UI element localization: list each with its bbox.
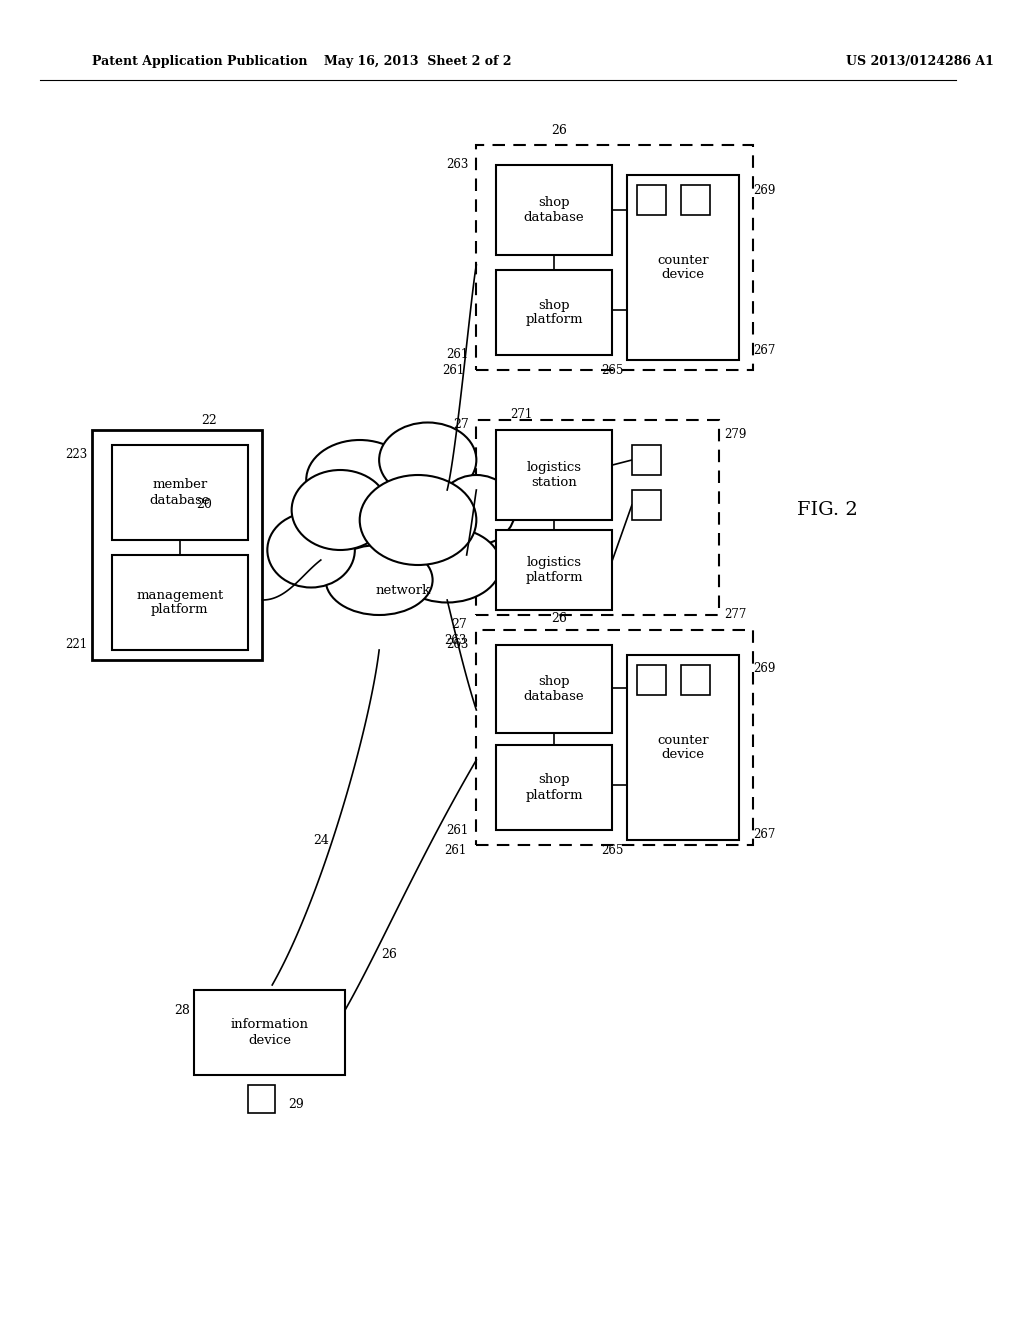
Ellipse shape [326,545,432,615]
Text: 20: 20 [197,499,212,511]
Bar [112,554,248,649]
Text: 269: 269 [754,183,776,197]
Text: 261: 261 [446,824,469,837]
Bar [496,531,612,610]
Text: 277: 277 [724,609,746,622]
Text: 261: 261 [442,363,465,376]
Bar [632,445,662,475]
Bar [627,176,739,360]
Ellipse shape [379,422,476,498]
Bar [627,655,739,840]
Bar [637,185,666,215]
Text: 26: 26 [381,949,396,961]
Bar [496,165,612,255]
Text: 265: 265 [601,843,624,857]
Bar [681,185,710,215]
Text: 263: 263 [446,158,469,172]
Ellipse shape [306,440,413,520]
Text: counter
device: counter device [657,253,709,281]
Ellipse shape [393,528,501,602]
Bar [496,645,612,733]
Bar [637,665,666,696]
Text: 28: 28 [174,1003,189,1016]
Text: network: network [376,583,431,597]
Text: shop
database: shop database [524,675,585,704]
Text: 269: 269 [754,661,776,675]
Ellipse shape [292,470,389,550]
Text: shop
platform: shop platform [525,774,583,801]
Bar [476,630,754,845]
Text: 267: 267 [754,829,776,842]
Bar [681,665,710,696]
Bar [248,1085,275,1113]
Text: logistics
station: logistics station [526,461,582,488]
Text: 29: 29 [289,1098,304,1111]
Bar [496,430,612,520]
Text: information
device: information device [230,1019,309,1047]
Text: counter
device: counter device [657,734,709,762]
Bar [476,145,754,370]
Text: member
database: member database [150,479,210,507]
Bar [476,420,720,615]
Text: 27: 27 [451,619,467,631]
Text: May 16, 2013  Sheet 2 of 2: May 16, 2013 Sheet 2 of 2 [325,55,512,69]
Text: 223: 223 [66,449,87,462]
Ellipse shape [267,512,355,587]
Text: 27: 27 [453,418,469,432]
Ellipse shape [437,475,515,545]
Text: 263: 263 [444,634,467,647]
Text: 267: 267 [754,343,776,356]
Text: 24: 24 [313,833,329,846]
Bar [195,990,345,1074]
Text: logistics
platform: logistics platform [525,556,583,583]
Bar [92,430,262,660]
Text: 22: 22 [201,413,217,426]
Text: US 2013/0124286 A1: US 2013/0124286 A1 [846,55,993,69]
Text: Patent Application Publication: Patent Application Publication [92,55,308,69]
Text: 26: 26 [551,124,567,136]
Bar [496,744,612,830]
Text: 265: 265 [601,363,624,376]
Text: 271: 271 [510,408,532,421]
Bar [632,490,662,520]
Bar [496,271,612,355]
Text: 221: 221 [66,639,87,652]
Text: 261: 261 [446,348,469,362]
Text: 279: 279 [724,429,746,441]
Text: 261: 261 [444,843,467,857]
Text: management
platform: management platform [136,589,223,616]
Text: FIG. 2: FIG. 2 [797,502,858,519]
Text: 26: 26 [551,611,567,624]
Text: 263: 263 [446,639,469,652]
Text: shop
database: shop database [524,195,585,224]
Bar [112,445,248,540]
Ellipse shape [359,475,476,565]
Text: shop
platform: shop platform [525,298,583,326]
